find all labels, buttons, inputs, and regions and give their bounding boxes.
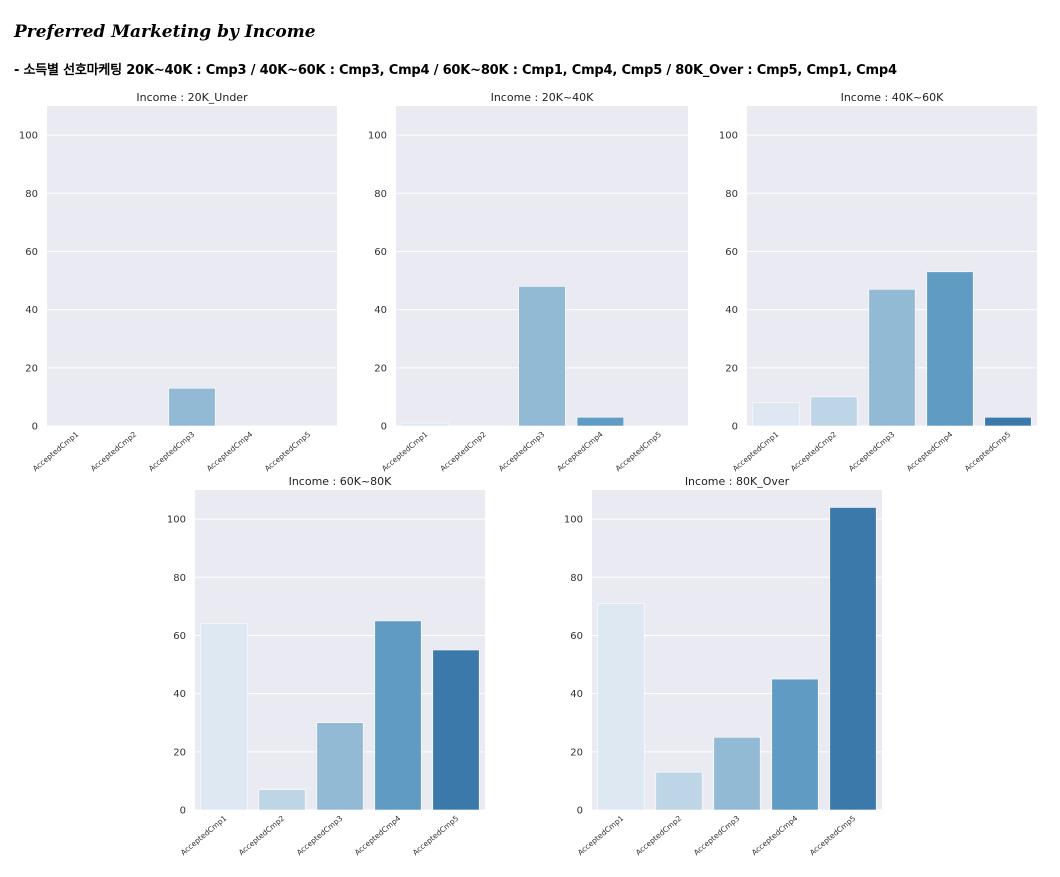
x-tick-label: AcceptedCmp4 [555,429,605,473]
bar-acceptedcmp4 [576,416,625,427]
x-tick-label: AcceptedCmp4 [205,429,255,473]
panel-title: Income : 20K_Under [136,91,248,104]
y-tick-label: 100 [368,131,387,142]
x-tick-label: AcceptedCmp1 [179,813,229,857]
panel-title: Income : 60K~80K [289,475,393,488]
bar-acceptedcmp3 [168,387,216,427]
x-tick-label: AcceptedCmp5 [963,429,1013,473]
bar-acceptedcmp4 [771,678,819,811]
y-tick-label: 60 [173,631,186,642]
x-tick-label: AcceptedCmp3 [497,429,547,473]
y-tick-label: 60 [725,247,738,258]
x-tick-label: AcceptedCmp2 [634,813,684,857]
y-tick-label: 100 [19,131,38,142]
y-tick-label: 0 [180,806,186,817]
x-tick-label: AcceptedCmp5 [411,813,461,857]
x-tick-label: AcceptedCmp1 [731,429,781,473]
y-tick-label: 40 [374,305,387,316]
bar-acceptedcmp4 [374,620,422,811]
y-tick-label: 60 [25,247,38,258]
y-tick-label: 80 [173,573,186,584]
y-tick-label: 100 [167,515,186,526]
y-tick-label: 20 [173,747,186,758]
bar-acceptedcmp2 [810,396,858,427]
bar-acceptedcmp3 [316,722,364,811]
plot-area [47,106,337,426]
x-tick-label: AcceptedCmp5 [614,429,664,473]
bar-acceptedcmp3 [518,286,566,427]
x-tick-label: AcceptedCmp1 [576,813,626,857]
y-tick-label: 20 [374,363,387,374]
panel-title: Income : 80K_Over [685,475,790,488]
x-tick-label: AcceptedCmp2 [237,813,287,857]
x-tick-label: AcceptedCmp3 [692,813,742,857]
bar-acceptedcmp2 [655,771,703,811]
x-tick-label: AcceptedCmp3 [295,813,345,857]
x-tick-label: AcceptedCmp4 [353,813,403,857]
y-tick-label: 100 [564,515,583,526]
y-tick-label: 20 [570,747,583,758]
x-tick-label: AcceptedCmp1 [380,429,430,473]
x-tick-label: AcceptedCmp1 [31,429,81,473]
y-tick-label: 60 [570,631,583,642]
bar-acceptedcmp5 [829,507,877,811]
bar-acceptedcmp5 [432,649,480,811]
bar-acceptedcmp3 [713,736,761,811]
bar-acceptedcmp4 [926,271,974,427]
x-tick-label: AcceptedCmp3 [147,429,197,473]
x-tick-label: AcceptedCmp5 [808,813,858,857]
y-tick-label: 40 [25,305,38,316]
x-tick-label: AcceptedCmp5 [263,429,313,473]
y-tick-label: 0 [732,422,738,433]
x-tick-label: AcceptedCmp4 [750,813,800,857]
figure-subtitle: - 소득별 선호마케팅 20K~40K : Cmp3 / 40K~60K : C… [14,63,897,78]
y-tick-label: 100 [719,131,738,142]
x-tick-label: AcceptedCmp2 [89,429,139,473]
y-tick-label: 60 [374,247,387,258]
y-tick-label: 0 [32,422,38,433]
y-tick-label: 80 [570,573,583,584]
x-tick-label: AcceptedCmp2 [438,429,488,473]
figure-title: Preferred Marketing by Income [14,22,316,42]
y-tick-label: 0 [381,422,387,433]
x-tick-label: AcceptedCmp4 [905,429,955,473]
bar-acceptedcmp1 [597,603,645,811]
y-tick-label: 40 [725,305,738,316]
y-tick-label: 80 [374,189,387,200]
bar-acceptedcmp3 [868,288,916,427]
x-tick-label: AcceptedCmp2 [789,429,839,473]
y-tick-label: 20 [725,363,738,374]
y-tick-label: 40 [173,689,186,700]
bar-acceptedcmp1 [200,623,248,811]
y-tick-label: 40 [570,689,583,700]
bar-acceptedcmp5 [984,416,1032,427]
bar-acceptedcmp2 [258,789,306,811]
y-tick-label: 20 [25,363,38,374]
x-tick-label: AcceptedCmp3 [847,429,897,473]
y-tick-label: 80 [725,189,738,200]
panel-title: Income : 20K~40K [491,91,595,104]
bar-acceptedcmp1 [401,422,449,427]
y-tick-label: 80 [25,189,38,200]
y-tick-label: 0 [577,806,583,817]
panel-title: Income : 40K~60K [841,91,945,104]
bar-acceptedcmp1 [752,402,800,427]
